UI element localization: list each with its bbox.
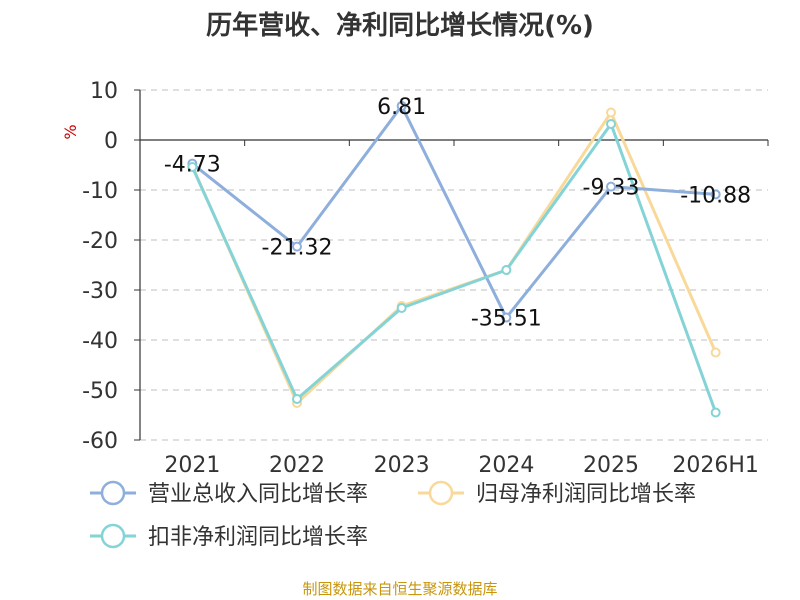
data-point [396,303,407,313]
y-tick-label: 0 [104,129,118,154]
data-point [501,265,512,275]
data-label: -21.32 [262,236,333,261]
legend-swatch-marker [428,480,454,506]
legend-swatch-marker [100,480,126,506]
x-tick-label: 2026H1 [672,453,759,478]
data-label: -4.73 [164,153,221,178]
data-point [606,107,616,118]
x-tick-label: 2022 [269,453,325,478]
y-tick-label: -20 [82,229,118,254]
x-tick-label: 2025 [583,453,639,478]
axes: 10 0 -10 -20 -30 -40 -50 -60 2021 2022 2023 2024 202… [82,79,769,478]
data-point [606,181,616,192]
data-point [710,407,721,418]
y-tick-label: -30 [82,279,118,304]
y-tick-label: -40 [82,329,118,354]
y-tick-label: -10 [82,179,118,204]
y-axis-unit: % [61,124,80,139]
chart-title: 历年营收、净利同比增长情况(%) [206,10,594,41]
data-point [606,119,616,129]
legend-label: 营业总收入同比增长率 [148,482,368,507]
legend-label: 归母净利润同比增长率 [476,482,696,507]
data-point [710,347,721,358]
data-point [187,162,198,172]
data-label: -9.33 [583,176,640,201]
data-point [710,189,721,200]
source-note: 制图数据来自恒生聚源数据库 [302,580,497,598]
data-label: -35.51 [471,307,542,332]
series-layer [187,100,721,418]
y-tick-label: 10 [90,79,118,104]
data-point [292,241,302,252]
y-tick-label: -60 [82,429,118,454]
legend-label: 扣非净利润同比增长率 [148,525,368,550]
series-line [191,104,716,320]
data-point [396,100,407,111]
x-tick-label: 2021 [164,453,220,478]
legend-swatch-marker [100,523,126,549]
data-point [501,312,512,323]
data-labels: -4.73 -21.32 6.81 -35.51 -9.33 -10.88 [164,95,751,332]
data-label: -10.88 [680,183,751,208]
data-label: 6.81 [377,95,426,120]
x-tick-label: 2024 [478,453,534,478]
series-line [190,122,718,414]
data-point [292,394,302,404]
y-tick-label: -50 [82,379,118,404]
x-tick-label: 2023 [374,453,430,478]
